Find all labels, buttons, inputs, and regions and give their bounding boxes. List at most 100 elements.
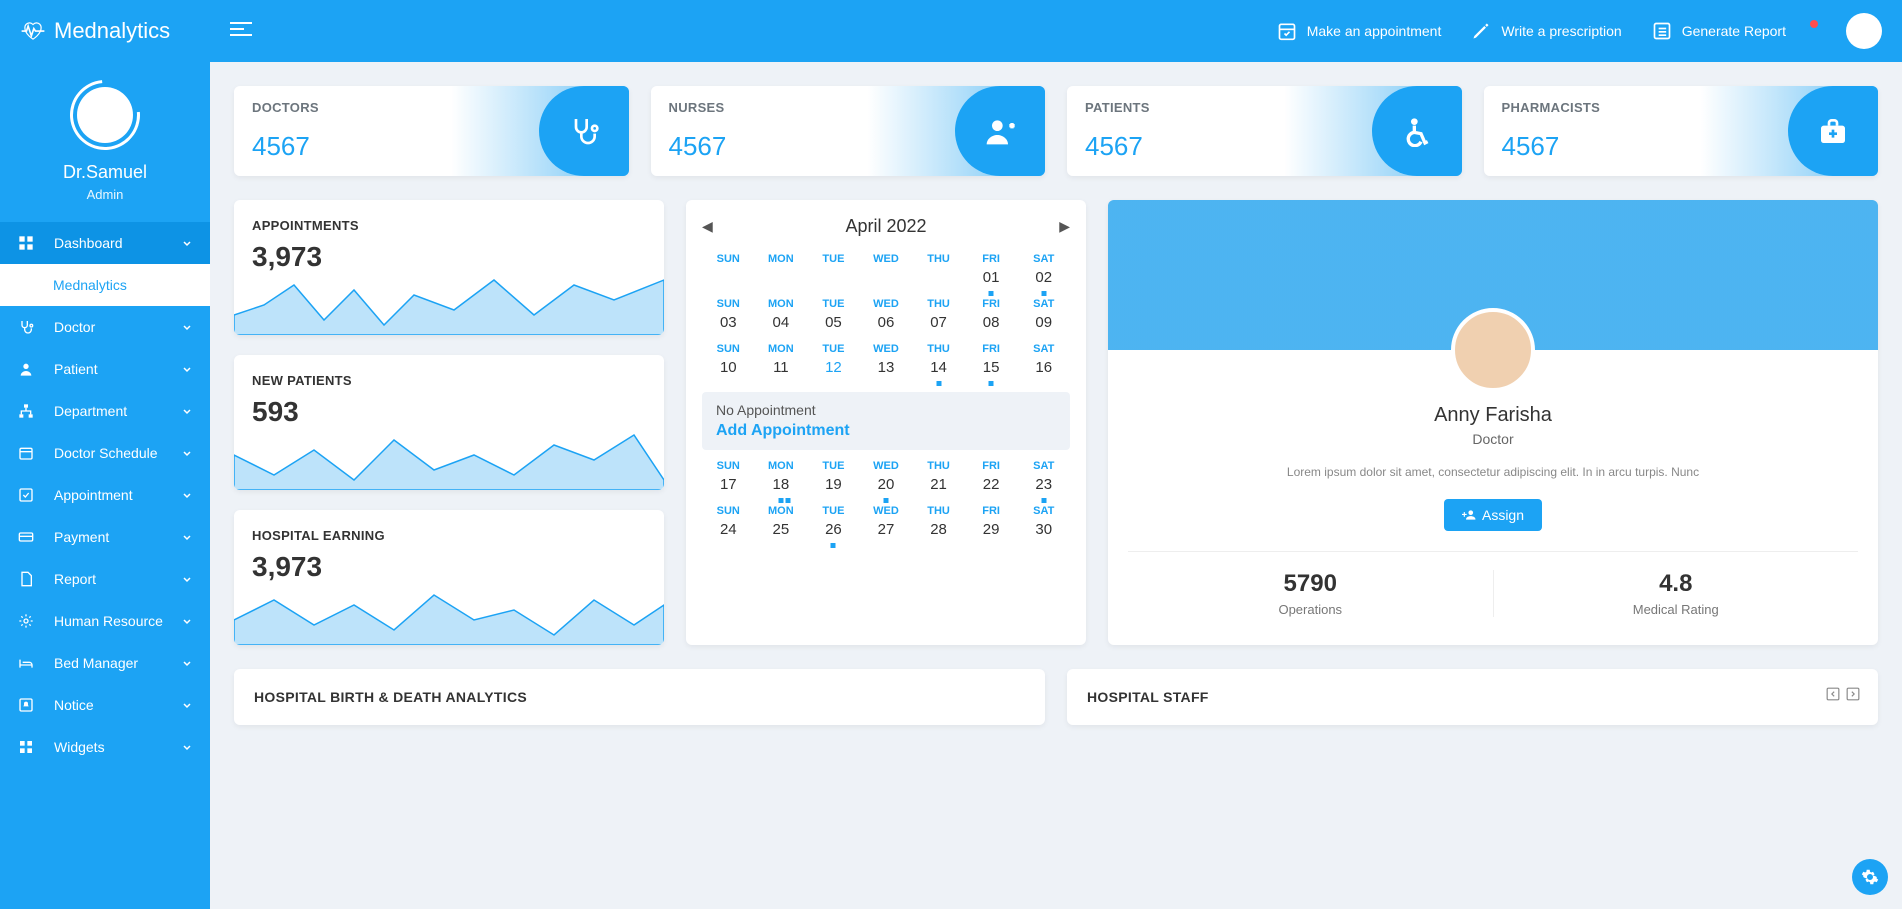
chart-value: 593 xyxy=(252,396,646,428)
cal-day[interactable]: 29 xyxy=(965,521,1018,550)
nav-item-doctor-schedule[interactable]: Doctor Schedule xyxy=(0,432,210,474)
cal-dayheader: MON xyxy=(755,343,808,359)
prev-card-icon[interactable] xyxy=(1826,687,1840,701)
header-action-list[interactable]: Generate Report xyxy=(1652,21,1786,41)
cal-dayheader-row: SUNMONTUEWEDTHUFRISAT xyxy=(702,298,1070,314)
profile-ring xyxy=(56,66,155,165)
assign-button[interactable]: Assign xyxy=(1444,499,1542,531)
settings-fab[interactable] xyxy=(1852,859,1888,895)
stat-label: NURSES xyxy=(669,100,725,115)
nav-item-patient[interactable]: Patient xyxy=(0,348,210,390)
cal-day[interactable]: 17 xyxy=(702,476,755,505)
operations-value: 5790 xyxy=(1128,570,1493,598)
cal-dayheader: WED xyxy=(860,460,913,476)
next-card-icon[interactable] xyxy=(1846,687,1860,701)
nav-item-notice[interactable]: Notice xyxy=(0,684,210,726)
chevron-down-icon xyxy=(182,364,192,374)
header-action-pen[interactable]: Write a prescription xyxy=(1471,21,1621,41)
cal-dayheader: SUN xyxy=(702,298,755,314)
cal-day[interactable]: 19 xyxy=(807,476,860,505)
cal-day[interactable]: 28 xyxy=(912,521,965,550)
header-action-calendar-check[interactable]: Make an appointment xyxy=(1277,21,1442,41)
cal-day[interactable]: 30 xyxy=(1017,521,1070,550)
cal-dayheader: FRI xyxy=(965,460,1018,476)
cal-day[interactable]: 10 xyxy=(702,359,755,388)
cal-day[interactable]: 08 xyxy=(965,314,1018,343)
nav-item-doctor[interactable]: Doctor xyxy=(0,306,210,348)
stat-card-nurses[interactable]: NURSES 4567 xyxy=(651,86,1046,176)
cal-dayheader: THU xyxy=(912,343,965,359)
stethoscope-icon xyxy=(568,115,600,147)
cal-day[interactable]: 06 xyxy=(860,314,913,343)
cal-prev-icon[interactable]: ◀ xyxy=(702,218,713,235)
cal-day xyxy=(912,269,965,298)
cal-day[interactable]: 16 xyxy=(1017,359,1070,388)
cal-day xyxy=(755,269,808,298)
cal-day[interactable]: 11 xyxy=(755,359,808,388)
nav-item-widgets[interactable]: Widgets xyxy=(0,726,210,768)
bell-sq-icon xyxy=(18,697,34,713)
nav-sub-mednalytics[interactable]: Mednalytics xyxy=(0,264,210,306)
add-appointment-link[interactable]: Add Appointment xyxy=(716,422,1056,440)
chevron-down-icon xyxy=(182,238,192,248)
cal-day[interactable]: 18 xyxy=(755,476,808,505)
cal-day[interactable]: 13 xyxy=(860,359,913,388)
doctor-body: Anny Farisha Doctor Lorem ipsum dolor si… xyxy=(1108,350,1878,639)
cal-next-icon[interactable]: ▶ xyxy=(1059,218,1070,235)
cal-week-row: 10111213141516 xyxy=(702,359,1070,388)
cal-day[interactable]: 05 xyxy=(807,314,860,343)
chart-title: APPOINTMENTS xyxy=(252,218,646,233)
medkit-icon xyxy=(1817,115,1849,147)
cal-day[interactable]: 14 xyxy=(912,359,965,388)
chevron-down-icon xyxy=(182,490,192,500)
stat-card-patients[interactable]: PATIENTS 4567 xyxy=(1067,86,1462,176)
nav-item-payment[interactable]: Payment xyxy=(0,516,210,558)
chart-title: HOSPITAL EARNING xyxy=(252,528,646,543)
cal-day[interactable]: 01 xyxy=(965,269,1018,298)
chevron-down-icon xyxy=(182,742,192,752)
assign-icon xyxy=(1462,508,1476,522)
cal-day[interactable]: 21 xyxy=(912,476,965,505)
cal-day[interactable]: 12 xyxy=(807,359,860,388)
cal-day[interactable]: 22 xyxy=(965,476,1018,505)
cal-day[interactable]: 02 xyxy=(1017,269,1070,298)
user-avatar[interactable] xyxy=(1846,13,1882,49)
chevron-down-icon xyxy=(182,448,192,458)
stat-card-pharmacists[interactable]: PHARMACISTS 4567 xyxy=(1484,86,1879,176)
stat-card-doctors[interactable]: DOCTORS 4567 xyxy=(234,86,629,176)
logo[interactable]: Mednalytics xyxy=(20,18,210,44)
cal-dayheader: TUE xyxy=(807,460,860,476)
nav-item-appointment[interactable]: Appointment xyxy=(0,474,210,516)
cal-dayheader: MON xyxy=(755,253,808,269)
doctor-desc: Lorem ipsum dolor sit amet, consectetur … xyxy=(1128,463,1858,481)
nav-item-report[interactable]: Report xyxy=(0,558,210,600)
nav-item-department[interactable]: Department xyxy=(0,390,210,432)
cal-day[interactable]: 03 xyxy=(702,314,755,343)
hospital-staff-title: HOSPITAL STAFF xyxy=(1087,689,1858,705)
cal-day[interactable]: 20 xyxy=(860,476,913,505)
cal-dayheader: MON xyxy=(755,298,808,314)
cal-week-row: 03040506070809 xyxy=(702,314,1070,343)
card-controls[interactable] xyxy=(1826,687,1860,701)
cal-dayheader: TUE xyxy=(807,253,860,269)
cal-day[interactable]: 25 xyxy=(755,521,808,550)
nav-item-dashboard[interactable]: Dashboard xyxy=(0,222,210,264)
doctor-avatar[interactable] xyxy=(1451,308,1535,392)
cal-day[interactable]: 04 xyxy=(755,314,808,343)
menu-toggle[interactable] xyxy=(230,21,252,42)
profile-avatar[interactable] xyxy=(77,87,133,143)
cal-day[interactable]: 09 xyxy=(1017,314,1070,343)
nav-list: DashboardMednalyticsDoctorPatientDepartm… xyxy=(0,222,210,768)
cal-day[interactable]: 23 xyxy=(1017,476,1070,505)
cal-day[interactable]: 27 xyxy=(860,521,913,550)
cal-day[interactable]: 24 xyxy=(702,521,755,550)
cal-day[interactable]: 07 xyxy=(912,314,965,343)
nav-item-human-resource[interactable]: Human Resource xyxy=(0,600,210,642)
notification-dot xyxy=(1810,20,1818,28)
cal-dayheader: FRI xyxy=(965,253,1018,269)
cal-day[interactable]: 26 xyxy=(807,521,860,550)
cal-day[interactable]: 15 xyxy=(965,359,1018,388)
nav-item-bed-manager[interactable]: Bed Manager xyxy=(0,642,210,684)
event-dot xyxy=(831,543,836,548)
content-row: APPOINTMENTS 3,973 NEW PATIENTS 593 HOSP… xyxy=(234,200,1878,645)
